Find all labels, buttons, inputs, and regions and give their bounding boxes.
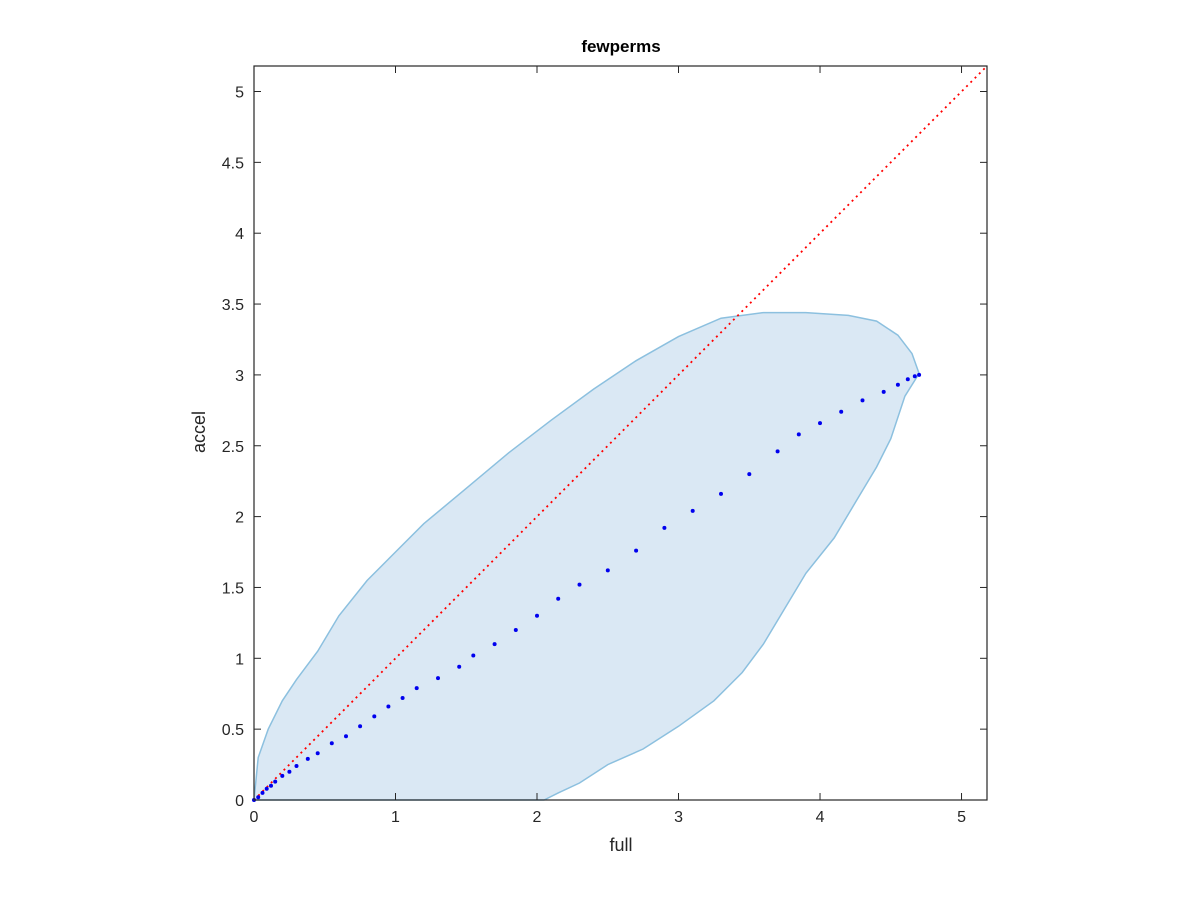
x-tick-label: 3: [674, 809, 683, 826]
data-point: [305, 756, 310, 761]
data-point: [315, 751, 320, 756]
data-point: [747, 472, 752, 477]
data-point: [881, 389, 886, 394]
x-tick-label: 0: [250, 809, 259, 826]
data-point: [386, 704, 391, 709]
y-tick-label: 0: [235, 793, 244, 810]
x-tick-label: 1: [391, 809, 400, 826]
data-point: [535, 613, 539, 618]
data-point: [556, 596, 561, 601]
y-tick-label: 5: [235, 85, 244, 102]
y-tick-label: 3.5: [222, 297, 244, 314]
y-axis-label: accel: [189, 411, 209, 453]
data-point: [280, 773, 285, 778]
axes-group: [253, 65, 988, 801]
y-tick-label: 0.5: [222, 722, 244, 739]
y-tick-label: 1.5: [222, 580, 244, 597]
ticks-group: 0 1 2 3 4 5 0 0.5 1 1.5 2 2.5 3 3.5 4 4.5 5: [222, 66, 987, 826]
data-point: [256, 795, 261, 800]
data-point: [273, 779, 278, 784]
data-point: [471, 653, 476, 658]
data-point: [344, 734, 348, 739]
y-tick-label: 2: [235, 510, 244, 527]
data-point: [414, 686, 419, 691]
data-point: [577, 582, 582, 587]
data-point: [492, 642, 497, 647]
data-point: [818, 421, 822, 426]
data-point: [662, 525, 667, 530]
identity-line: [253, 65, 988, 801]
x-tick-label: 4: [816, 809, 825, 826]
x-tick-label: 2: [533, 809, 542, 826]
data-point: [329, 741, 334, 746]
data-point: [372, 714, 377, 719]
confidence-band: [253, 311, 920, 801]
chart-title: fewperms: [581, 37, 660, 56]
y-tick-label: 1: [235, 651, 244, 668]
data-point: [634, 548, 639, 553]
data-point: [690, 508, 695, 513]
data-point: [905, 377, 910, 382]
data-point: [457, 664, 462, 669]
data-point: [912, 374, 917, 379]
data-point: [775, 449, 780, 454]
identity-line-group: [253, 65, 988, 801]
data-point: [294, 764, 299, 768]
scatter-points-group: [252, 372, 922, 802]
data-point: [839, 409, 844, 414]
data-point: [260, 790, 265, 795]
data-point: [436, 676, 440, 681]
data-point: [895, 382, 900, 387]
data-point: [400, 696, 405, 700]
data-point: [719, 491, 723, 496]
y-tick-label: 4.5: [222, 155, 244, 172]
x-axis-label: full: [609, 835, 632, 855]
data-point: [287, 769, 292, 774]
y-tick-label: 3: [235, 368, 244, 385]
data-point: [917, 372, 922, 377]
data-point: [264, 786, 269, 791]
plot-frame: [253, 65, 988, 801]
data-point: [796, 432, 801, 437]
y-tick-label: 2.5: [222, 439, 244, 456]
y-tick-label: 4: [235, 226, 244, 243]
confidence-band-group: [253, 311, 920, 801]
data-point: [860, 398, 865, 403]
data-point: [513, 628, 518, 632]
data-point: [358, 724, 363, 729]
data-point: [605, 568, 610, 573]
x-tick-label: 5: [957, 809, 966, 826]
data-point: [269, 783, 273, 788]
